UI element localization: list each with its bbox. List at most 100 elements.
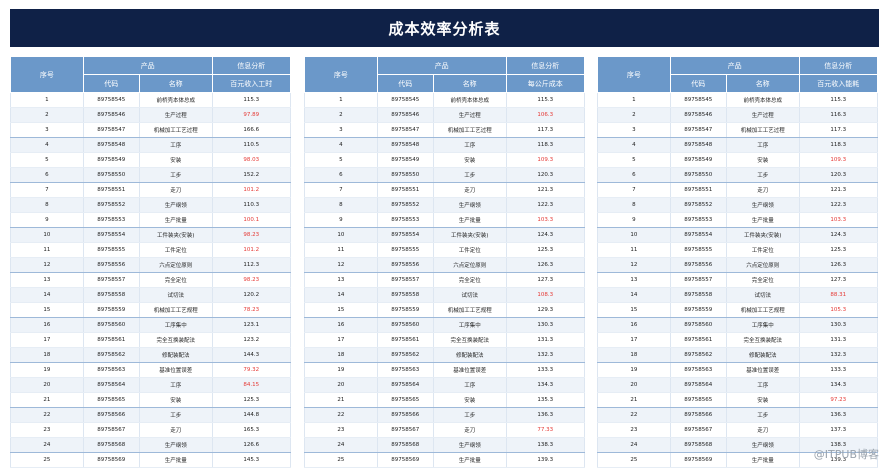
cell-seq: 1 — [10, 92, 84, 108]
table-row: 9 89758553 生产批量 100.1 — [10, 212, 292, 228]
table-row: 3 89758547 机械加工工艺过程 117.3 — [304, 122, 586, 138]
cell-seq: 15 — [597, 302, 671, 318]
cell-value: 132.3 — [798, 347, 879, 363]
cell-name: 生产纲领 — [138, 437, 213, 453]
cell-name: 走刀 — [725, 182, 800, 198]
cell-value: 136.3 — [505, 407, 586, 423]
table-row: 25 89758569 生产批量 145.3 — [10, 452, 292, 468]
cell-value: 115.3 — [211, 92, 292, 108]
cell-name: 生产过程 — [725, 107, 800, 123]
cell-code: 89758552 — [669, 197, 727, 213]
table-row: 7 89758551 走刀 121.3 — [597, 182, 879, 198]
cell-name: 工件装夹(安装) — [725, 227, 800, 243]
table-row: 11 89758555 工件定位 101.2 — [10, 242, 292, 258]
cell-value: 126.3 — [505, 257, 586, 273]
cell-code: 89758567 — [669, 422, 727, 438]
cell-seq: 25 — [10, 452, 84, 468]
header-name: 名称 — [432, 74, 507, 93]
cell-value: 166.6 — [211, 122, 292, 138]
cell-value: 131.3 — [798, 332, 879, 348]
cell-name: 工步 — [432, 407, 507, 423]
header-product: 产品 — [669, 56, 800, 75]
cell-name: 基准位置误差 — [138, 362, 213, 378]
cell-value: 122.3 — [798, 197, 879, 213]
table-row: 19 89758563 基准位置误差 133.3 — [304, 362, 586, 378]
cell-seq: 3 — [597, 122, 671, 138]
header-info: 信息分析 — [505, 56, 586, 75]
cell-value: 137.3 — [798, 422, 879, 438]
cell-code: 89758554 — [376, 227, 434, 243]
cell-seq: 19 — [304, 362, 378, 378]
cell-seq: 22 — [597, 407, 671, 423]
table-row: 22 89758566 工步 136.3 — [304, 407, 586, 423]
cell-value: 165.3 — [211, 422, 292, 438]
cell-value: 97.23 — [798, 392, 879, 408]
table-row: 23 89758567 走刀 165.3 — [10, 422, 292, 438]
cell-value: 77.33 — [505, 422, 586, 438]
table-body: 1 89758545 前桥壳本体总成 115.3 2 89758546 生产过程 106.3 3… — [304, 92, 586, 468]
cell-name: 完全定位 — [432, 272, 507, 288]
cell-code: 89758558 — [669, 287, 727, 303]
cell-code: 89758564 — [376, 377, 434, 393]
table-row: 11 89758555 工件定位 125.3 — [304, 242, 586, 258]
cell-name: 完全定位 — [725, 272, 800, 288]
cell-name: 走刀 — [432, 182, 507, 198]
cell-name: 走刀 — [432, 422, 507, 438]
table-row: 25 89758569 生产批量 139.3 — [304, 452, 586, 468]
cell-seq: 4 — [10, 137, 84, 153]
cell-code: 89758552 — [376, 197, 434, 213]
cell-code: 89758562 — [669, 347, 727, 363]
cell-seq: 1 — [597, 92, 671, 108]
cell-seq: 6 — [597, 167, 671, 183]
cell-name: 前桥壳本体总成 — [432, 92, 507, 108]
table-panel-cost-per-kg: 序号 产品 信息分析 代码 名称 每公斤成本 1 89758545 前桥壳本体总成 1… — [304, 56, 586, 468]
table-row: 6 89758550 工步 120.3 — [597, 167, 879, 183]
cell-seq: 2 — [10, 107, 84, 123]
cell-code: 89758562 — [82, 347, 140, 363]
table-row: 10 89758554 工件装夹(安装) 124.3 — [597, 227, 879, 243]
cell-name: 生产纲领 — [138, 197, 213, 213]
cell-value: 122.3 — [505, 197, 586, 213]
cell-value: 88.31 — [798, 287, 879, 303]
table-row: 20 89758564 工序 134.3 — [304, 377, 586, 393]
cell-code: 89758557 — [376, 272, 434, 288]
header-metric: 百元收入能耗 — [798, 74, 879, 93]
cell-name: 工序 — [432, 377, 507, 393]
cell-code: 89758557 — [82, 272, 140, 288]
cell-code: 89758563 — [82, 362, 140, 378]
cell-name: 工件定位 — [432, 242, 507, 258]
cell-name: 工序集中 — [725, 317, 800, 333]
table-row: 24 89758568 生产纲领 138.3 — [304, 437, 586, 453]
cell-seq: 25 — [597, 452, 671, 468]
cell-seq: 20 — [304, 377, 378, 393]
cell-value: 130.3 — [798, 317, 879, 333]
cell-name: 修配装配法 — [138, 347, 213, 363]
cell-name: 机械加工工艺规程 — [725, 302, 800, 318]
cell-name: 安装 — [138, 152, 213, 168]
cell-code: 89758561 — [82, 332, 140, 348]
cell-name: 安装 — [725, 392, 800, 408]
cell-value: 123.1 — [211, 317, 292, 333]
table-row: 2 89758546 生产过程 97.89 — [10, 107, 292, 123]
cell-name: 生产批量 — [432, 212, 507, 228]
header-product: 产品 — [376, 56, 507, 75]
table-body: 1 89758545 前桥壳本体总成 115.3 2 89758546 生产过程 97.89 3… — [10, 92, 292, 468]
cell-seq: 7 — [10, 182, 84, 198]
cell-name: 工件装夹(安装) — [432, 227, 507, 243]
cell-value: 103.3 — [505, 212, 586, 228]
cell-code: 89758557 — [669, 272, 727, 288]
cell-value: 121.3 — [798, 182, 879, 198]
data-table: 序号 产品 信息分析 代码 名称 百元收入工时 1 89758545 前桥壳本体总成… — [10, 56, 292, 468]
cell-code: 89758558 — [376, 287, 434, 303]
table-row: 16 89758560 工序集中 123.1 — [10, 317, 292, 333]
cell-name: 基准位置误差 — [432, 362, 507, 378]
cell-seq: 14 — [597, 287, 671, 303]
cell-seq: 2 — [304, 107, 378, 123]
cell-value: 108.3 — [505, 287, 586, 303]
cell-seq: 22 — [304, 407, 378, 423]
cell-name: 工步 — [432, 167, 507, 183]
page-title: 成本效率分析表 — [388, 19, 501, 38]
header-seq: 序号 — [304, 56, 378, 93]
cell-seq: 7 — [304, 182, 378, 198]
table-row: 18 89758562 修配装配法 132.3 — [597, 347, 879, 363]
